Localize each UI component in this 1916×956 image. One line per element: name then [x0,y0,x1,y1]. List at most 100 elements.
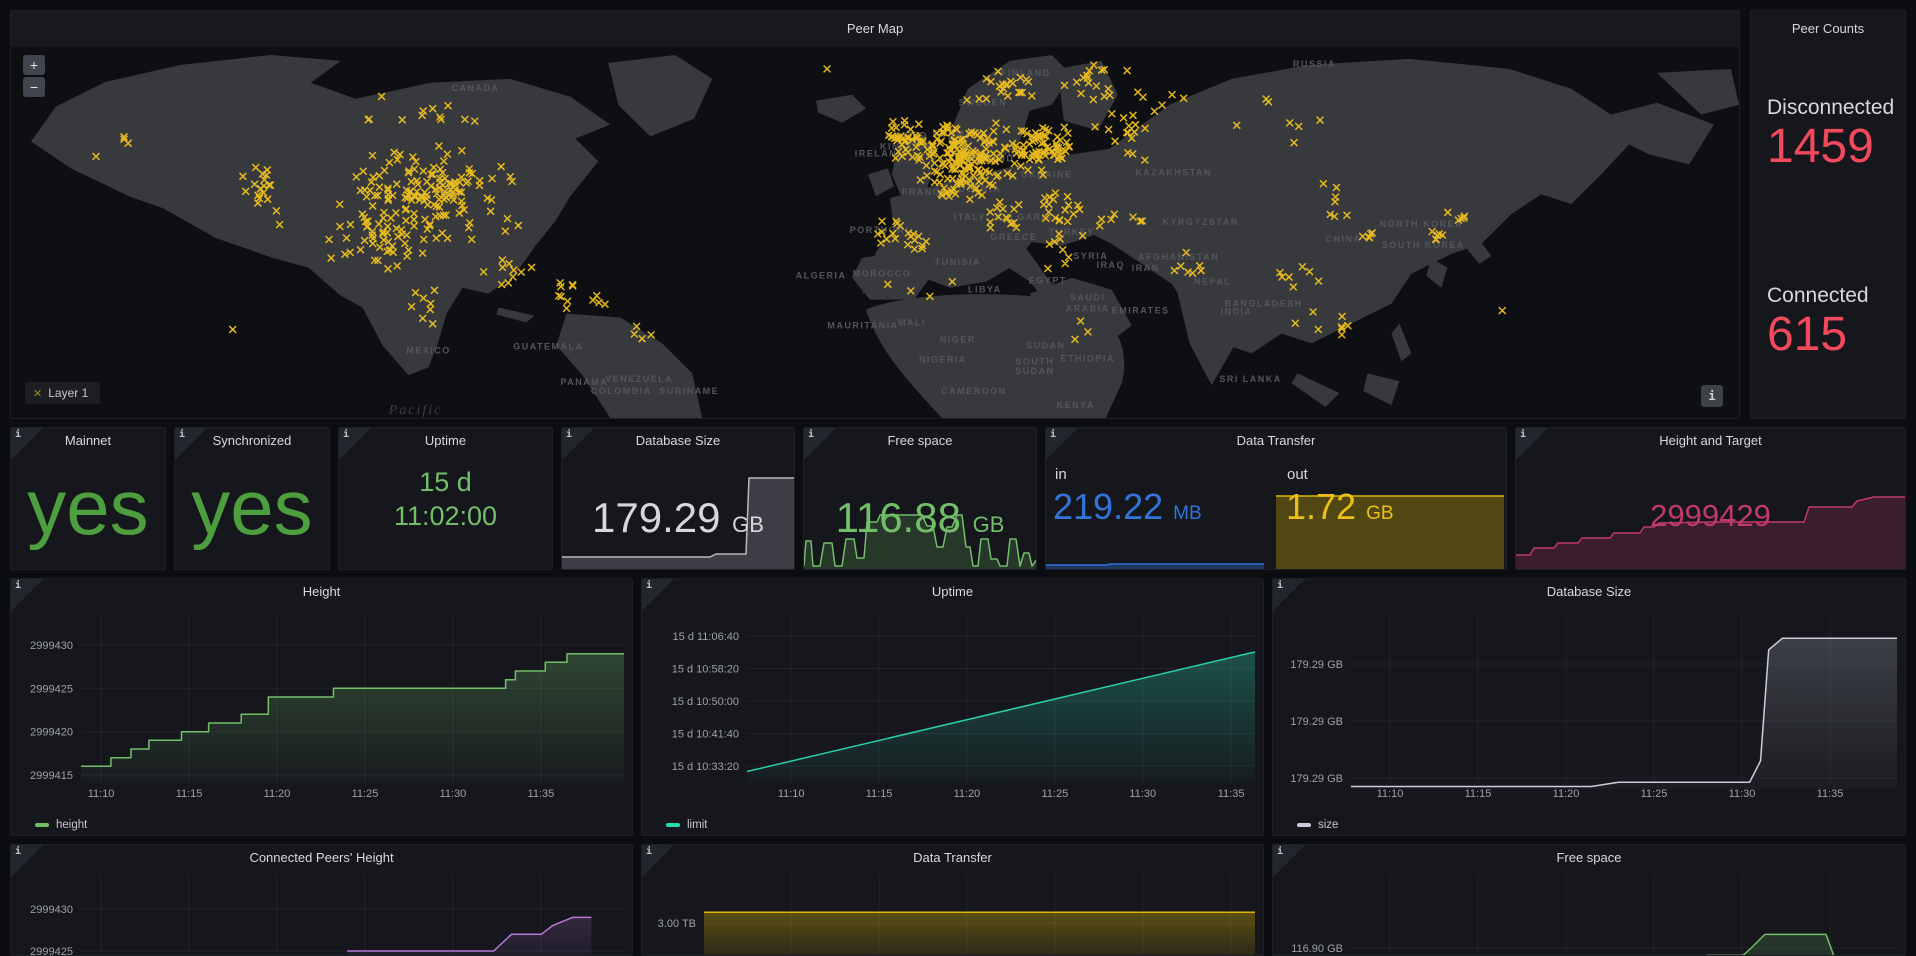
peers-height-chart-title: Connected Peers' Height [249,850,394,865]
svg-text:CANADA: CANADA [451,83,499,93]
info-corner-icon[interactable]: i [339,428,371,460]
map-zoom-out-button[interactable]: − [23,77,45,97]
legend-label: limit [687,819,708,831]
svg-text:11:25: 11:25 [1641,788,1668,800]
synchronized-value: yes [191,463,313,551]
svg-text:MALI: MALI [898,318,926,328]
map-layer-toggle[interactable]: ✕ Layer 1 [25,382,101,404]
info-corner-icon[interactable]: i [1516,428,1548,460]
svg-text:GUATEMALA: GUATEMALA [513,341,583,351]
mainnet-panel: i Mainnet yes [10,427,166,570]
svg-text:11:35: 11:35 [528,788,555,800]
info-corner-icon[interactable]: i [175,428,207,460]
database-size-unit: GB [732,512,764,537]
svg-text:SWEDEN: SWEDEN [959,98,1007,108]
svg-text:VENEZUELA: VENEZUELA [605,374,673,384]
svg-text:11:25: 11:25 [352,788,379,800]
transfer-in-value: 219.22 [1053,486,1164,527]
mainnet-title: Mainnet [64,433,112,448]
uptime-chart-legend[interactable]: limit [666,819,707,831]
data-transfer-chart[interactable]: 3.00 TB [642,871,1263,955]
info-corner-icon[interactable]: i [1273,579,1305,611]
uptime-chart[interactable]: 11:10 11:15 11:20 11:25 11:30 11:35 15 d 11:06… [642,605,1263,820]
transfer-out-unit: GB [1366,503,1394,524]
height-chart-title: Height [302,584,341,599]
info-corner-icon[interactable]: i [642,845,674,877]
free-space-chart-panel: i Free space 116.90 GB [1272,844,1906,956]
height-target-panel: i Height and Target 2999429 [1515,427,1906,570]
svg-text:SRI LANKA: SRI LANKA [1219,374,1281,384]
legend-item[interactable]: limit [666,819,707,831]
svg-text:MEXICO: MEXICO [406,345,450,355]
disconnected-value: 1459 [1767,120,1874,173]
svg-text:SUDAN: SUDAN [1015,366,1054,376]
mainnet-value: yes [27,463,149,551]
legend-swatch [1297,823,1311,827]
svg-text:TUNISIA: TUNISIA [935,257,981,267]
svg-text:CHINA: CHINA [1325,234,1361,244]
peers-height-chart[interactable]: 2999430 2999425 [11,871,632,956]
svg-text:11:20: 11:20 [264,788,291,800]
free-space-chart[interactable]: 116.90 GB [1273,871,1905,955]
svg-text:ALGERIA: ALGERIA [796,271,847,281]
svg-text:IRAQ: IRAQ [1096,260,1124,270]
svg-text:DENMARK: DENMARK [933,129,989,139]
svg-text:11:10: 11:10 [778,788,805,800]
svg-text:SYRIA: SYRIA [1073,251,1108,261]
disconnected-label: Disconnected [1767,96,1895,119]
svg-text:2999425: 2999425 [30,946,73,956]
height-chart[interactable]: 11:10 11:15 11:20 11:25 11:30 11:35 2999430 299… [11,605,632,820]
svg-text:UKRAINE: UKRAINE [1021,169,1072,179]
legend-label: height [56,819,88,831]
svg-text:15 d 10:50:00: 15 d 10:50:00 [672,696,739,708]
svg-text:11:35: 11:35 [1817,788,1844,800]
svg-text:GREECE: GREECE [990,232,1037,242]
transfer-in-label: in [1055,466,1067,483]
connected-value: 615 [1767,308,1848,361]
free-space-stat-title: Free space [887,433,953,448]
info-corner-icon[interactable]: i [11,579,43,611]
svg-text:15 d 10:33:20: 15 d 10:33:20 [672,761,739,773]
svg-text:BULGARIA: BULGARIA [994,212,1053,222]
transfer-out-value: 1.72 [1286,486,1357,527]
svg-text:ITALY: ITALY [954,212,986,222]
info-corner-icon[interactable]: i [1046,428,1078,460]
db-size-chart[interactable]: 11:10 11:15 11:20 11:25 11:30 11:35 179.29 GB 1… [1273,605,1905,820]
svg-text:MAURITANIA: MAURITANIA [827,320,898,330]
info-corner-icon[interactable]: i [1273,845,1305,877]
info-corner-icon[interactable]: i [804,428,836,460]
svg-text:KINGDOM: KINGDOM [880,141,934,151]
svg-text:NORTH KOREA: NORTH KOREA [1380,219,1463,229]
svg-text:179.29 GB: 179.29 GB [1290,716,1343,728]
svg-text:FINLAND: FINLAND [1001,68,1051,78]
uptime-stat-title: Uptime [424,433,467,448]
svg-text:15 d 10:41:40: 15 d 10:41:40 [672,729,739,741]
svg-text:11:15: 11:15 [866,788,893,800]
uptime-chart-title: Uptime [931,584,974,599]
svg-text:NEPAL: NEPAL [1194,277,1231,287]
world-map[interactable]: CANADA RUSSIA KAZAKHSTAN KYRGYZSTAN CHINA NOR… [11,47,1739,418]
info-corner-icon[interactable]: i [642,579,674,611]
db-size-chart-panel: i Database Size 11:10 11:15 11:20 11:25 11:3… [1272,578,1906,836]
svg-text:IRELAND: IRELAND [855,148,905,158]
db-size-chart-legend[interactable]: size [1297,819,1338,831]
svg-text:ETHIOPIA: ETHIOPIA [1061,353,1115,363]
svg-text:2999420: 2999420 [30,727,73,739]
synchronized-panel: i Synchronized yes [174,427,330,570]
info-corner-icon[interactable]: i [11,845,43,877]
peers-height-chart-panel: i Connected Peers' Height 2999430 2999425 [10,844,633,956]
height-chart-legend[interactable]: height [35,819,87,831]
svg-text:2999430: 2999430 [30,904,73,916]
transfer-out-sparkline [1276,428,1504,569]
info-corner-icon[interactable]: i [562,428,594,460]
legend-item[interactable]: size [1297,819,1338,831]
map-attribution-info-button[interactable]: i [1701,385,1723,407]
info-corner-icon[interactable]: i [11,428,43,460]
svg-text:IRAN: IRAN [1132,263,1160,273]
svg-text:15 d 11:06:40: 15 d 11:06:40 [673,631,739,643]
data-transfer-stat-panel: i Data Transfer in 219.22 MB out 1.72 GB [1045,427,1507,570]
peer-map-title: Peer Map [11,11,1739,48]
legend-item[interactable]: height [35,819,87,831]
map-zoom-in-button[interactable]: + [23,55,45,75]
